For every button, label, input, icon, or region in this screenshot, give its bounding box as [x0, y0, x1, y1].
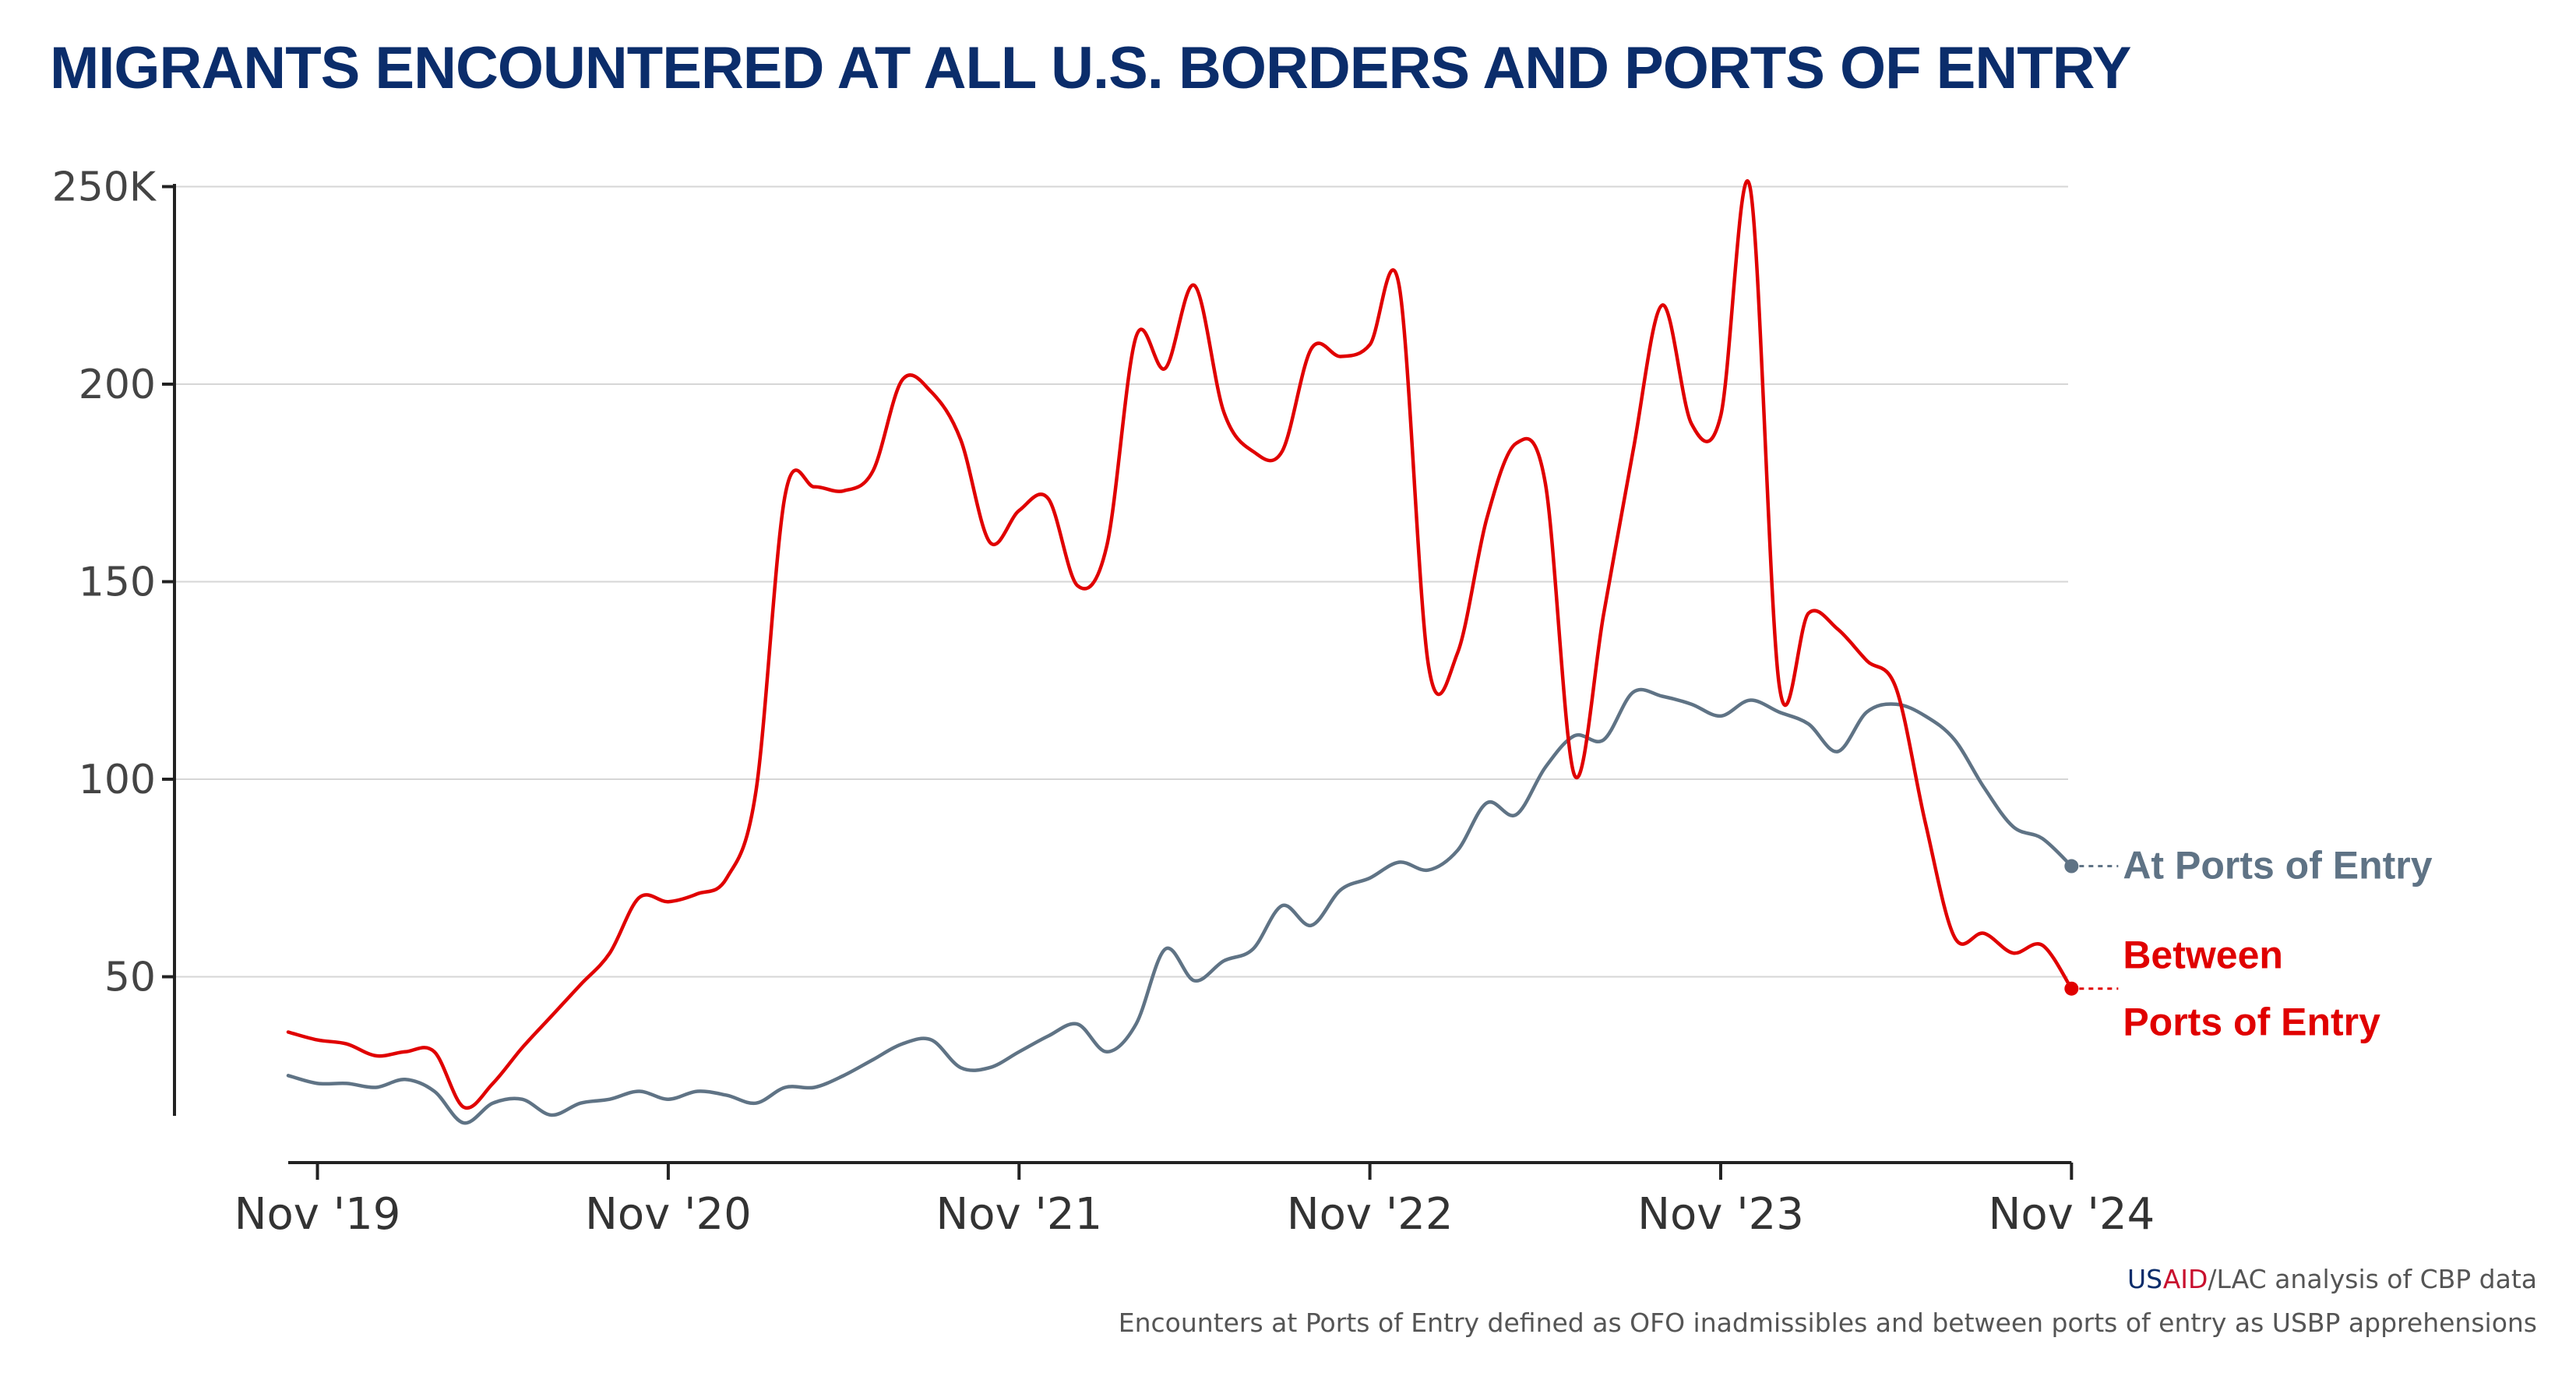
footnote: Encounters at Ports of Entry defined as …: [1118, 1308, 2537, 1338]
chart-title: MIGRANTS ENCOUNTERED AT ALL U.S. BORDERS…: [50, 35, 2131, 101]
y-tick-label-3: 200: [79, 362, 156, 408]
series-label-between-ports-of-entry: Between Ports of Entry: [2123, 934, 2380, 1044]
x-tick-label-2: Nov '21: [936, 1189, 1102, 1240]
series-line-at-ports-of-entry: [286, 687, 2074, 1125]
series-end-marker-between-ports-of-entry: [2064, 981, 2079, 996]
x-tick-label-4: Nov '23: [1637, 1189, 1804, 1240]
y-tick-label-2: 150: [79, 559, 156, 606]
series-end-marker-at-ports-of-entry: [2064, 859, 2079, 874]
x-tick-label-5: Nov '24: [1988, 1189, 2155, 1240]
line-chart: 50 100 150 200 250K Nov '19 Nov '20 Nov '21 Nov …: [52, 164, 2433, 1241]
series-label-line: Ports of Entry: [2123, 1001, 2380, 1044]
series-labels: At Ports of Entry Between Ports of Entry: [2064, 844, 2433, 1044]
y-tick-label-4: 250K: [52, 164, 157, 211]
gridlines: [176, 185, 2068, 978]
series-label-at-ports-of-entry: At Ports of Entry: [2123, 844, 2432, 888]
x-tick-label-0: Nov '19: [234, 1189, 401, 1240]
x-tick-label-3: Nov '22: [1287, 1189, 1454, 1240]
axes: 50 100 150 200 250K Nov '19 Nov '20 Nov '21 Nov …: [52, 164, 2155, 1241]
series-label-line: At Ports of Entry: [2123, 844, 2432, 888]
series-lines: [286, 179, 2074, 1125]
source-org-us: US: [2127, 1264, 2163, 1294]
y-tick-label-0: 50: [104, 955, 156, 1001]
series-line-between-ports-of-entry: [286, 179, 2074, 1110]
source-text: /LAC analysis of CBP data: [2208, 1264, 2537, 1294]
series-label-line: Between: [2123, 934, 2283, 977]
x-tick-label-1: Nov '20: [585, 1189, 752, 1240]
source-org-aid: AID: [2162, 1264, 2208, 1294]
source-credit: USAID/LAC analysis of CBP data: [2127, 1264, 2537, 1294]
y-tick-label-1: 100: [79, 757, 156, 803]
